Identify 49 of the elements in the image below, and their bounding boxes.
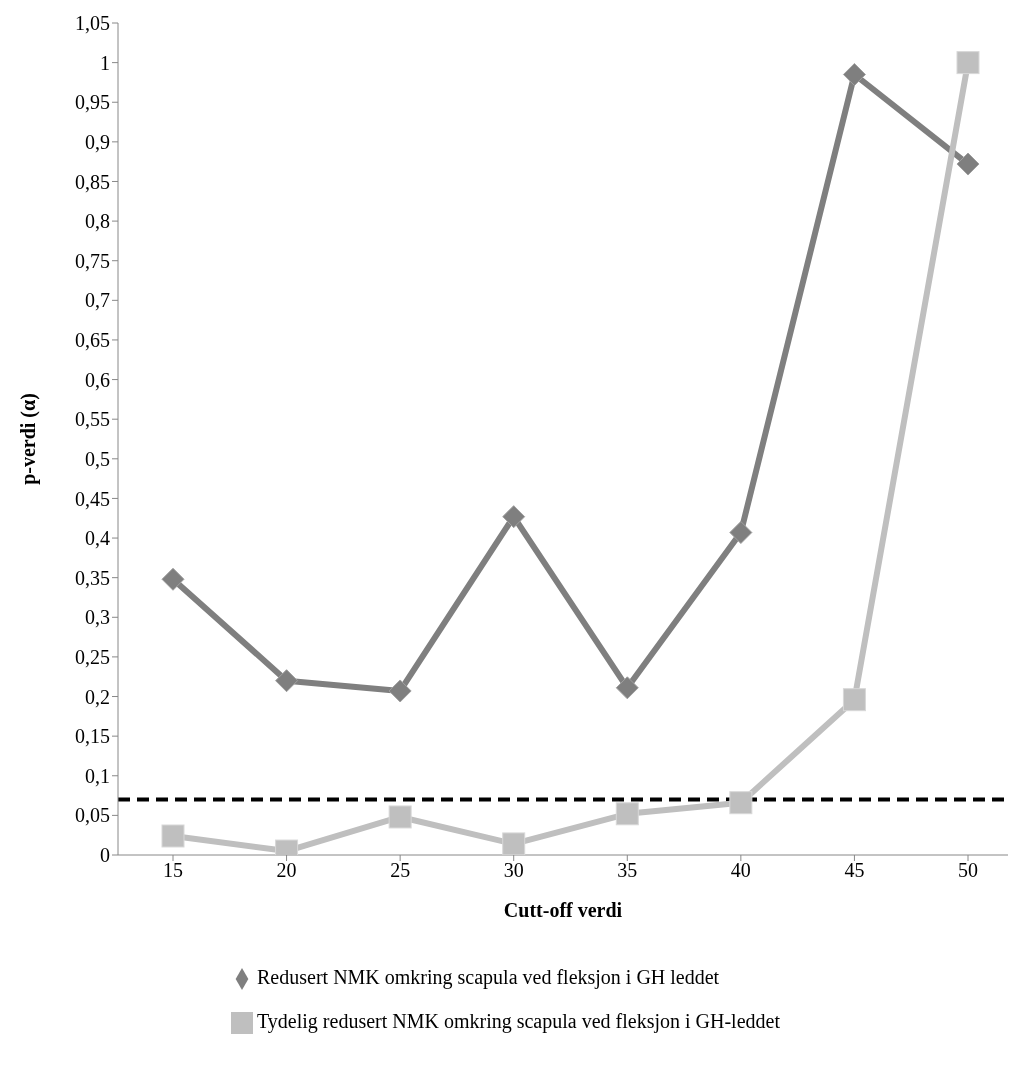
legend-label: Tydelig redusert NMK omkring scapula ved fleksjon i GH-leddet [257, 1010, 780, 1032]
point [161, 567, 185, 591]
y-tick-label: 0,7 [85, 289, 110, 312]
x-tick-label: 25 [390, 859, 411, 882]
point [842, 688, 866, 712]
point [388, 805, 412, 829]
y-tick-label: 0,65 [75, 329, 110, 352]
point [842, 63, 866, 86]
y-tick-label: 0,15 [75, 725, 110, 748]
y-tick-label: 0,35 [75, 566, 110, 589]
y-tick-label: 0,2 [85, 685, 110, 708]
y-tick-label: 0,25 [75, 646, 110, 668]
x-tick-label: 30 [503, 859, 524, 882]
point [956, 51, 980, 75]
y-tick-label: 0 [100, 844, 110, 867]
y-tick-label: 0,55 [75, 408, 110, 431]
y-tick-label: 0,95 [75, 91, 110, 114]
x-tick-label: 40 [730, 859, 751, 882]
point [275, 669, 299, 693]
x-tick-label: 50 [958, 859, 978, 882]
y-tick-label: 0,75 [75, 249, 110, 272]
legend-label: Redusert NMK omkring scapula ved fleksjon i GH leddet [257, 966, 720, 988]
y-tick-label: 0,05 [75, 804, 110, 827]
point [615, 802, 639, 826]
y-tick-label: 1 [100, 51, 110, 74]
y-tick-label: 0,9 [85, 130, 110, 153]
y-tick-label: 0,45 [75, 487, 110, 510]
y-tick-label: 0,85 [75, 170, 110, 193]
x-tick-label: 35 [617, 859, 638, 882]
x-tick-label: 15 [163, 859, 183, 882]
x-tick-label: 20 [276, 859, 297, 882]
x-axis-title: Cutt-off verdi [503, 899, 623, 921]
point [502, 505, 526, 529]
point [956, 152, 980, 176]
y-tick-label: 0,5 [85, 447, 110, 470]
y-tick-label: 0,4 [85, 527, 110, 550]
point [615, 676, 639, 700]
point [502, 832, 526, 855]
point [388, 679, 412, 703]
y-tick-label: 0,6 [85, 368, 110, 391]
y-tick-label: 1,05 [75, 12, 110, 35]
point [729, 791, 753, 815]
point [729, 521, 753, 544]
y-tick-label: 0,1 [85, 764, 110, 787]
x-tick-label: 45 [844, 859, 865, 882]
point [161, 824, 185, 848]
y-tick-label: 0,3 [85, 606, 110, 629]
y-axis-title: p-verdi (α) [17, 393, 41, 485]
y-tick-label: 0,8 [85, 210, 110, 233]
